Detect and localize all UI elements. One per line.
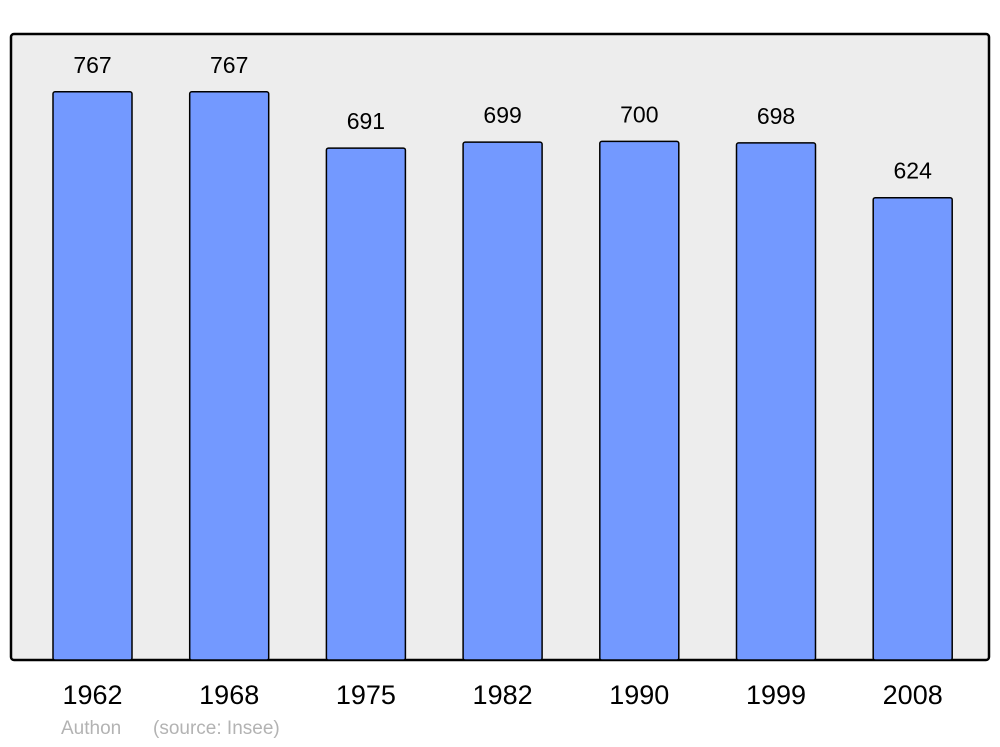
x-tick-label: 1999 — [746, 680, 806, 710]
data-label: 698 — [757, 103, 795, 129]
x-tick-label: 1975 — [336, 680, 396, 710]
x-tick-label: 1990 — [609, 680, 669, 710]
x-tick-label: 2008 — [883, 680, 943, 710]
data-label: 767 — [210, 52, 248, 78]
bar-1962 — [52, 91, 133, 661]
data-label: 691 — [347, 108, 385, 134]
bar-2008 — [872, 196, 953, 661]
data-label: 700 — [620, 101, 658, 127]
footer-source: (source: Insee) — [153, 718, 280, 739]
data-label: 767 — [73, 52, 111, 78]
bar-1999 — [735, 142, 817, 661]
bar-1975 — [325, 147, 407, 661]
data-label: 699 — [483, 102, 521, 128]
bar-1990 — [599, 140, 680, 661]
bar-1968 — [188, 91, 270, 661]
footer-author: Authon — [61, 718, 122, 739]
bar-1982 — [462, 141, 543, 661]
x-tick-label: 1968 — [199, 680, 259, 710]
data-label: 624 — [894, 158, 933, 184]
x-tick-label: 1962 — [62, 680, 122, 710]
x-tick-label: 1982 — [473, 680, 533, 710]
